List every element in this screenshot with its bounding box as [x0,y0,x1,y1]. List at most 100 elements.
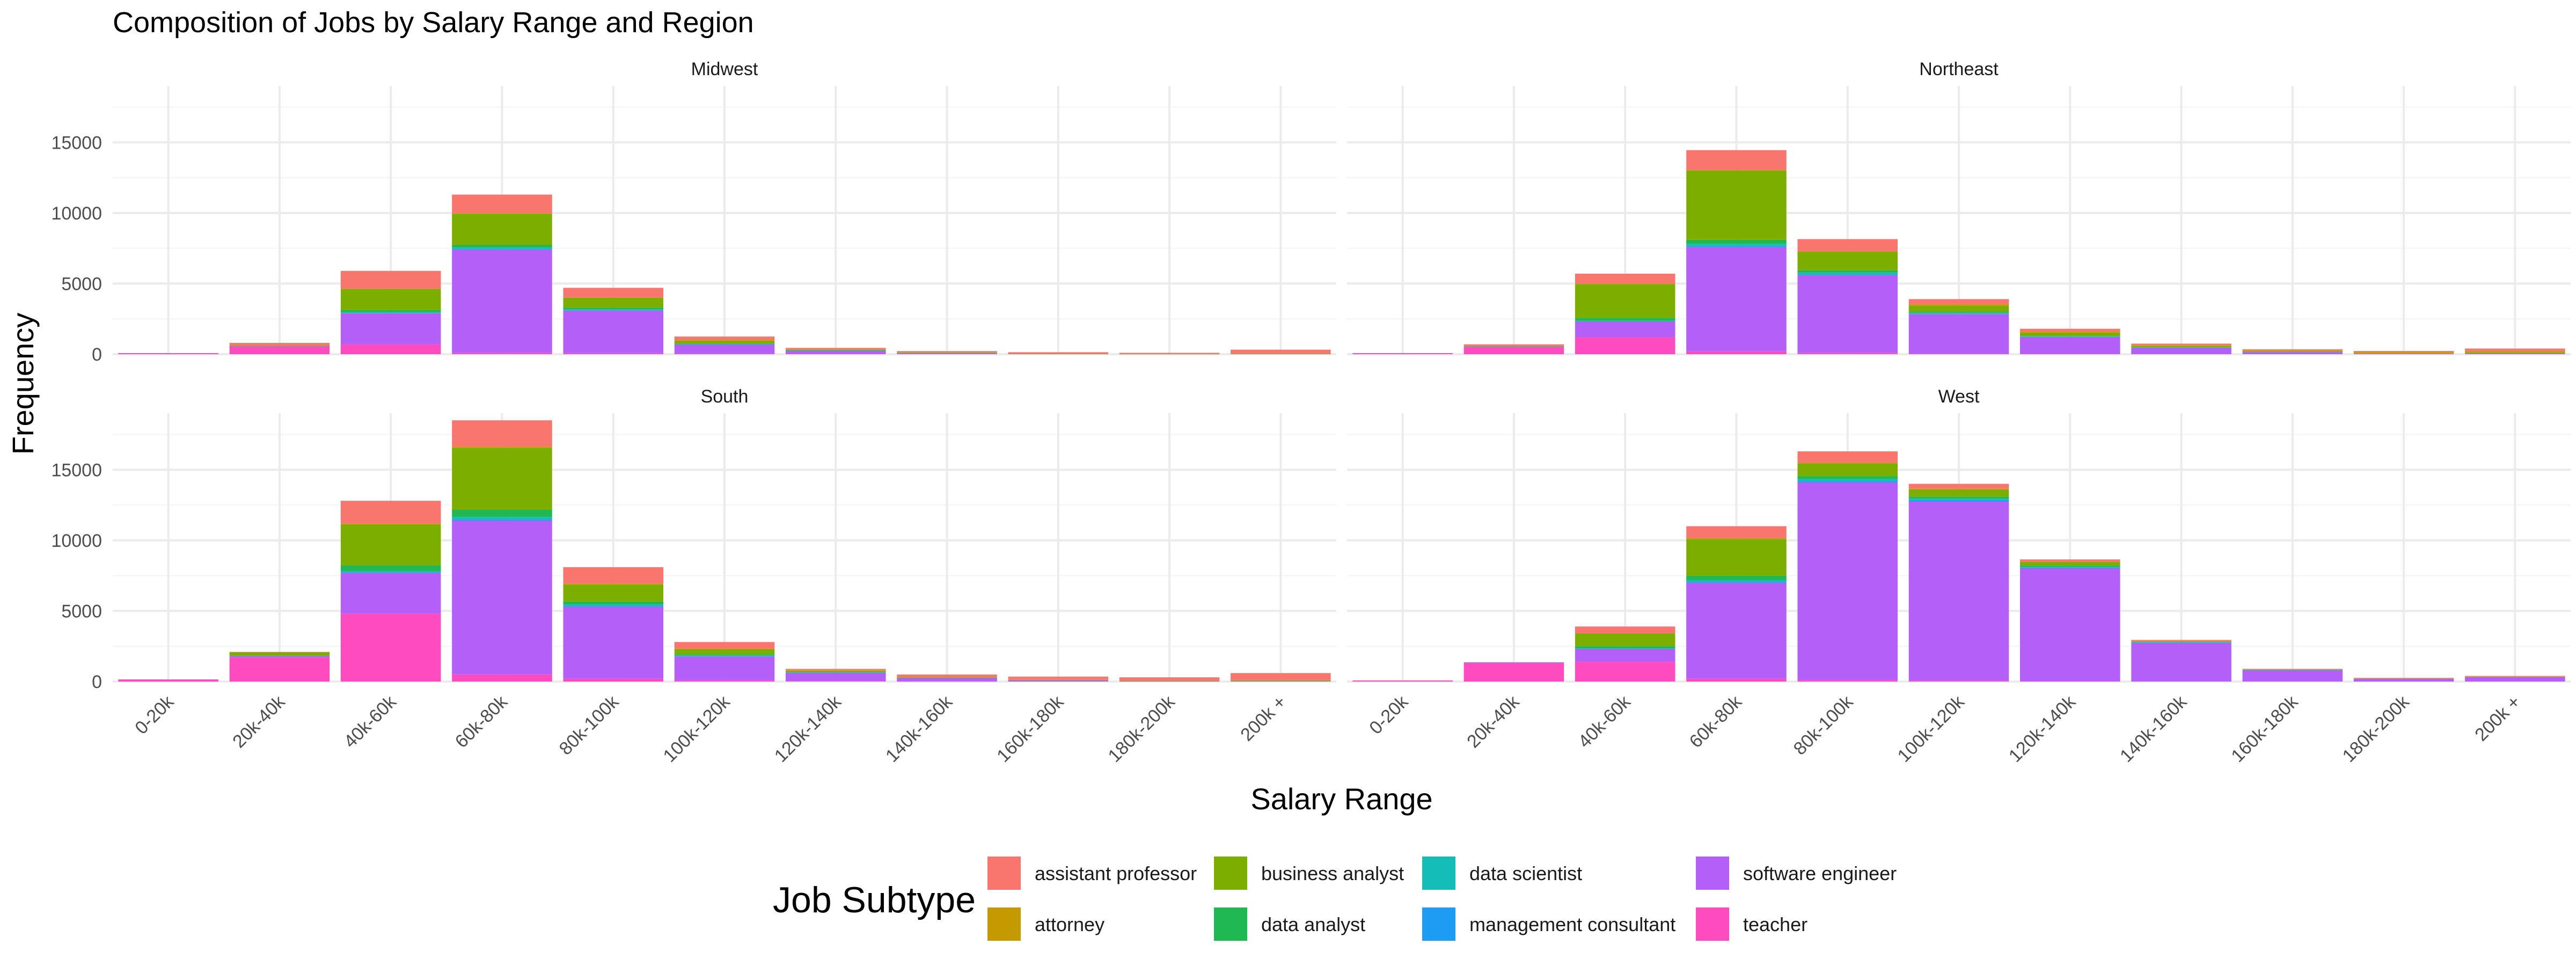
bar-midwest-120k-140k-business-analyst [786,349,886,350]
bar-south-180k-200k-software-engineer [1119,680,1220,682]
bar-northeast-60k-80k-software-engineer [1686,247,1787,352]
x-tick-label: 100k-120k [1894,691,1969,766]
bar-west-140k-160k-software-engineer [2131,642,2231,682]
x-tick-label: 120k-140k [2005,691,2080,766]
bar-midwest-120k-140k-attorney [786,349,886,350]
y-tick-label: 0 [92,345,102,365]
bar-midwest-100k-120k-data-analyst [674,343,775,345]
bar-south-60k-80k-attorney [452,447,552,448]
bar-midwest-140k-160k-software-engineer [897,353,997,354]
bar-northeast-60k-80k-data-scientist [1686,244,1787,246]
legend-item-assistant-professor: assistant professor [987,857,1197,890]
legend-item-software-engineer: software engineer [1696,857,1897,890]
legend-label-assistant-professor: assistant professor [1035,862,1197,884]
bar-south-60k-80k-teacher [452,674,552,682]
bar-south-60k-80k-data-scientist [452,517,552,520]
bar-northeast-60k-80k-business-analyst [1686,170,1787,240]
bar-west-80k-100k-management-consultant [1797,481,1898,482]
bar-west-20k-40k-teacher [1463,663,1564,682]
bar-midwest-40k-60k-data-analyst [340,310,441,312]
bar-west-40k-60k-data-scientist [1575,648,1675,649]
bar-south-80k-100k-data-analyst [563,601,663,605]
bar-midwest-120k-140k-data-analyst [786,350,886,351]
bar-midwest-80k-100k-teacher [563,353,663,354]
bar-northeast-120k-140k-software-engineer [2020,336,2120,354]
bar-west-120k-140k-teacher [2020,681,2120,682]
bar-northeast-100k-120k-attorney [1908,304,2009,306]
bar-midwest-20k-40k-assistant-professor [229,342,330,346]
bar-west-120k-140k-software-engineer [2020,568,2120,682]
bar-midwest-120k-140k-assistant-professor [786,348,886,349]
bar-northeast-160k-180k-software-engineer [2242,352,2343,354]
bar-midwest-120k-140k-data-scientist [786,350,886,351]
bar-west-100k-120k-teacher [1908,680,2009,682]
legend-label-business-analyst: business analyst [1261,862,1404,884]
bar-northeast-160k-180k-business-analyst [2242,351,2343,352]
bar-midwest-180k-200k-software-engineer [1119,354,1220,355]
bar-south-160k-180k-attorney [1008,679,1109,680]
bar-midwest-80k-100k-management-consultant [563,310,663,311]
bar-west-80k-100k-business-analyst [1797,463,1898,477]
bar-midwest-160k-180k-attorney [1008,353,1109,354]
bar-northeast-60k-80k-management-consultant [1686,246,1787,247]
bar-west-60k-80k-data-analyst [1686,575,1787,580]
bar-northeast-40k-60k-assistant-professor [1575,274,1675,284]
legend-label-data-scientist: data scientist [1469,862,1582,884]
bar-south-20k-40k-assistant-professor [229,652,330,653]
bar-northeast-80k-100k-software-engineer [1797,275,1898,353]
bar-south-180k-200k-business-analyst [1119,680,1220,681]
bar-south-80k-100k-attorney [563,583,663,585]
x-tick-label: 100k-120k [660,691,735,766]
legend-label-management-consultant: management consultant [1469,913,1675,935]
bar-south-40k-60k-data-scientist [340,570,441,573]
bar-northeast-140k-160k-assistant-professor [2131,343,2231,346]
facet-label-west: West [1938,386,1980,407]
bar-northeast-40k-60k-management-consultant [1575,321,1675,322]
bar-midwest-140k-160k-data-scientist [897,353,997,354]
bar-midwest-40k-60k-assistant-professor [340,270,441,289]
bar-northeast-80k-100k-teacher [1797,353,1898,354]
bar-south-140k-160k-business-analyst [897,677,997,678]
bar-south-80k-100k-teacher [563,678,663,682]
bar-south-100k-120k-management-consultant [674,656,775,657]
bar-midwest-60k-80k-assistant-professor [452,194,552,214]
panel-west: West 0-20k 20k-40k 40k-60k 60k-80k 80k-100k 10… [1347,386,2571,766]
bar-northeast-120k-140k-management-consultant [2020,336,2120,338]
bar-west-120k-140k-data-analyst [2020,565,2120,567]
bar-west-60k-80k-business-analyst [1686,539,1787,576]
bar-northeast-140k-160k-data-scientist [2131,347,2231,348]
bar-west-140k-160k-management-consultant [2131,642,2231,643]
x-tick-label: 140k-160k [2116,691,2191,766]
bar-south-60k-80k-assistant-professor [452,420,552,447]
bar-midwest-60k-80k-attorney [452,213,552,214]
bar-northeast-0-20k-teacher [1352,353,1453,354]
bar-midwest-80k-100k-business-analyst [563,297,663,308]
bar-northeast-160k-180k-attorney [2242,350,2343,352]
bar-south-200k-assistant-professor [1231,673,1331,680]
panel-midwest: Midwest 0 5000 10000 15000 [51,59,1336,365]
x-tick-label: 20k-40k [229,691,289,752]
bar-northeast-80k-100k-assistant-professor [1797,239,1898,251]
bar-northeast-100k-120k-software-engineer [1908,314,2009,354]
bar-west-40k-60k-attorney [1575,633,1675,634]
bar-midwest-200k-attorney [1231,353,1331,354]
legend-item-data-scientist: data scientist [1422,857,1582,890]
bar-south-100k-120k-business-analyst [674,649,775,655]
bar-northeast-60k-80k-assistant-professor [1686,150,1787,170]
bar-northeast-100k-120k-business-analyst [1908,305,2009,312]
bar-midwest-80k-100k-software-engineer [563,310,663,353]
bar-south-80k-100k-assistant-professor [563,567,663,584]
bar-midwest-100k-120k-data-scientist [674,344,775,345]
x-tick-label: 200k + [2471,692,2524,745]
bar-west-180k-200k-business-analyst [2353,678,2454,679]
y-tick-label: 5000 [61,601,102,621]
bar-northeast-140k-160k-software-engineer [2131,348,2231,354]
bar-northeast-80k-100k-business-analyst [1797,252,1898,270]
x-tick-label: 160k-180k [2227,691,2302,766]
bar-midwest-200k-assistant-professor [1231,349,1331,354]
bar-south-200k-attorney [1231,679,1331,680]
bar-west-120k-140k-business-analyst [2020,562,2120,566]
bar-midwest-40k-60k-business-analyst [340,289,441,310]
bar-west-40k-60k-assistant-professor [1575,626,1675,633]
y-tick-label: 10000 [51,531,102,551]
